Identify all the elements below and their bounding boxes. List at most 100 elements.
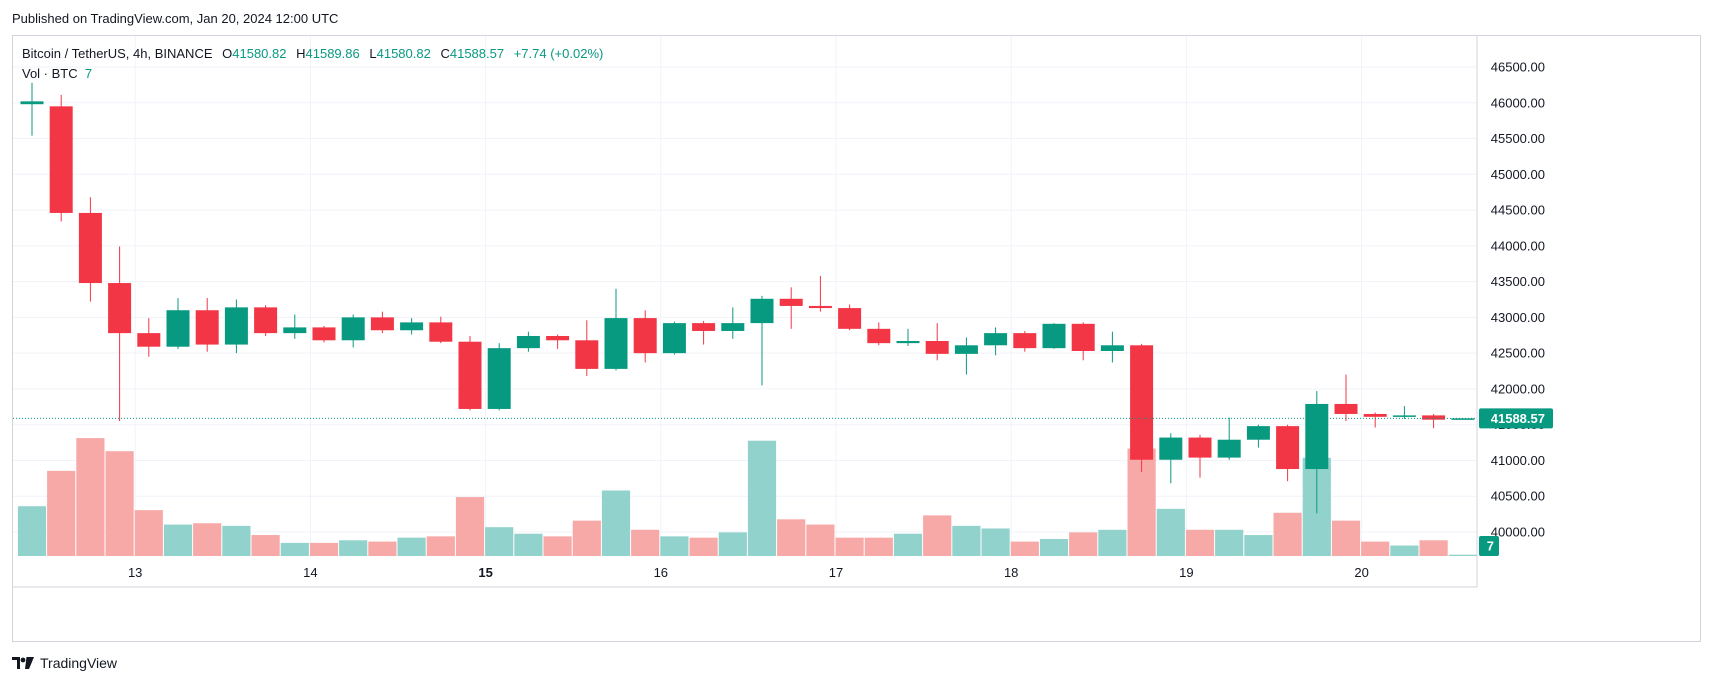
volume-bar: [163, 524, 193, 556]
candle-body: [487, 348, 511, 409]
candle-body: [458, 341, 482, 409]
volume-bar: [1010, 541, 1039, 556]
price-tick-label: 41000.00: [1491, 453, 1545, 468]
candle-body: [779, 298, 803, 306]
candle-body: [166, 310, 190, 347]
price-tick-label: 45000.00: [1491, 167, 1545, 182]
candle-body: [984, 333, 1008, 346]
price-tick-label: 40000.00: [1491, 525, 1545, 540]
price-tick-label: 43500.00: [1491, 274, 1545, 289]
candle-body: [808, 305, 832, 309]
symbol-name[interactable]: Bitcoin / TetherUS, 4h, BINANCE: [22, 46, 213, 61]
volume-bar: [806, 524, 835, 556]
candle-body: [400, 322, 424, 331]
time-tick-label: 16: [654, 565, 668, 580]
volume-bar: [981, 528, 1010, 556]
time-tick-label: 17: [829, 565, 843, 580]
volume-bar: [923, 515, 952, 556]
candle-body: [1188, 437, 1212, 458]
high-value: 41589.86: [305, 46, 360, 61]
volume-bar: [718, 532, 747, 556]
volume-label[interactable]: Vol · BTC: [22, 66, 78, 81]
open-label: O: [222, 46, 233, 61]
candle-body: [224, 307, 248, 345]
candle-body: [516, 335, 540, 349]
candle-body: [1363, 413, 1387, 417]
price-axis[interactable]: 46500.00 46000.00 45500.00 45000.00 44500.00…: [1476, 36, 1553, 587]
candle-body: [1042, 323, 1066, 349]
price-tick-label: 43000.00: [1491, 310, 1545, 325]
candle-body: [1130, 345, 1154, 460]
candle-body: [546, 335, 570, 341]
candle-body: [1071, 323, 1095, 352]
open-value: 41580.82: [232, 46, 287, 61]
price-tick-label: 42000.00: [1491, 381, 1545, 396]
volume-bar: [222, 525, 251, 556]
volume-bar: [835, 537, 864, 556]
brand-name[interactable]: TradingView: [40, 655, 118, 671]
volume-bar: [601, 490, 631, 556]
volume-bar: [747, 440, 777, 556]
volume-bar: [864, 537, 893, 556]
candle-body: [429, 322, 453, 342]
chart-frame: [12, 35, 1701, 642]
volume-bar: [1098, 529, 1127, 556]
volume-bar: [76, 438, 105, 556]
candle-body: [370, 317, 394, 331]
candle-body: [925, 340, 949, 354]
last-price-badge: [1479, 408, 1553, 429]
time-tick-label: 14: [303, 565, 317, 580]
volume-bar: [426, 536, 455, 556]
volume-bar: [543, 536, 572, 556]
candle-body: [692, 323, 716, 331]
change-value: +7.74 (+0.02%): [513, 46, 604, 61]
volume-bar: [251, 535, 280, 556]
candle-body: [49, 106, 73, 213]
candle-body: [604, 318, 628, 369]
time-tick-label: 18: [1004, 565, 1018, 580]
volume-bar: [1215, 529, 1244, 556]
candle-body: [78, 212, 102, 284]
volume-value: 7: [84, 66, 93, 81]
candle-body: [1451, 418, 1475, 420]
volume-bar: [689, 537, 718, 556]
volume-bar: [1156, 508, 1185, 556]
tradingview-logo-icon[interactable]: [12, 656, 34, 670]
candle-body: [867, 328, 891, 344]
candle-body: [838, 308, 862, 329]
candle-body: [633, 318, 657, 354]
close-value: 41588.57: [449, 46, 505, 61]
volume-bar: [397, 537, 426, 556]
candle-body: [312, 327, 336, 341]
volume-bar: [572, 520, 601, 556]
volume-bar: [1419, 540, 1448, 556]
last-price-label: 41588.57: [1491, 411, 1545, 426]
candle-body: [1100, 345, 1124, 352]
volume-bar: [1448, 554, 1477, 556]
candle-body: [20, 101, 44, 105]
candle-body: [137, 333, 161, 347]
volume-bar: [1390, 545, 1419, 556]
volume-bar: [455, 497, 485, 556]
candle-body: [1392, 415, 1416, 417]
high-label: H: [296, 46, 306, 61]
candle-body: [341, 317, 365, 341]
volume-legend: Vol · BTC 7: [22, 65, 92, 83]
volume-bar: [660, 536, 689, 556]
volume-bar: [368, 541, 397, 556]
candle-body: [954, 345, 978, 354]
time-axis[interactable]: 13 14 15 16 17 18 19 20: [13, 565, 1477, 588]
candle-body: [195, 310, 219, 345]
volume-bar: [105, 451, 134, 556]
price-tick-label: 45500.00: [1491, 131, 1545, 146]
volume-bar: [134, 510, 163, 556]
candles: [20, 82, 1475, 514]
candle-body: [896, 340, 920, 344]
time-tick-label: 19: [1179, 565, 1193, 580]
candle-body: [1276, 426, 1300, 470]
volume-bar: [777, 519, 806, 556]
volume-bar: [514, 533, 543, 556]
price-tick-label: 44500.00: [1491, 203, 1545, 218]
volume-bar: [17, 506, 47, 556]
